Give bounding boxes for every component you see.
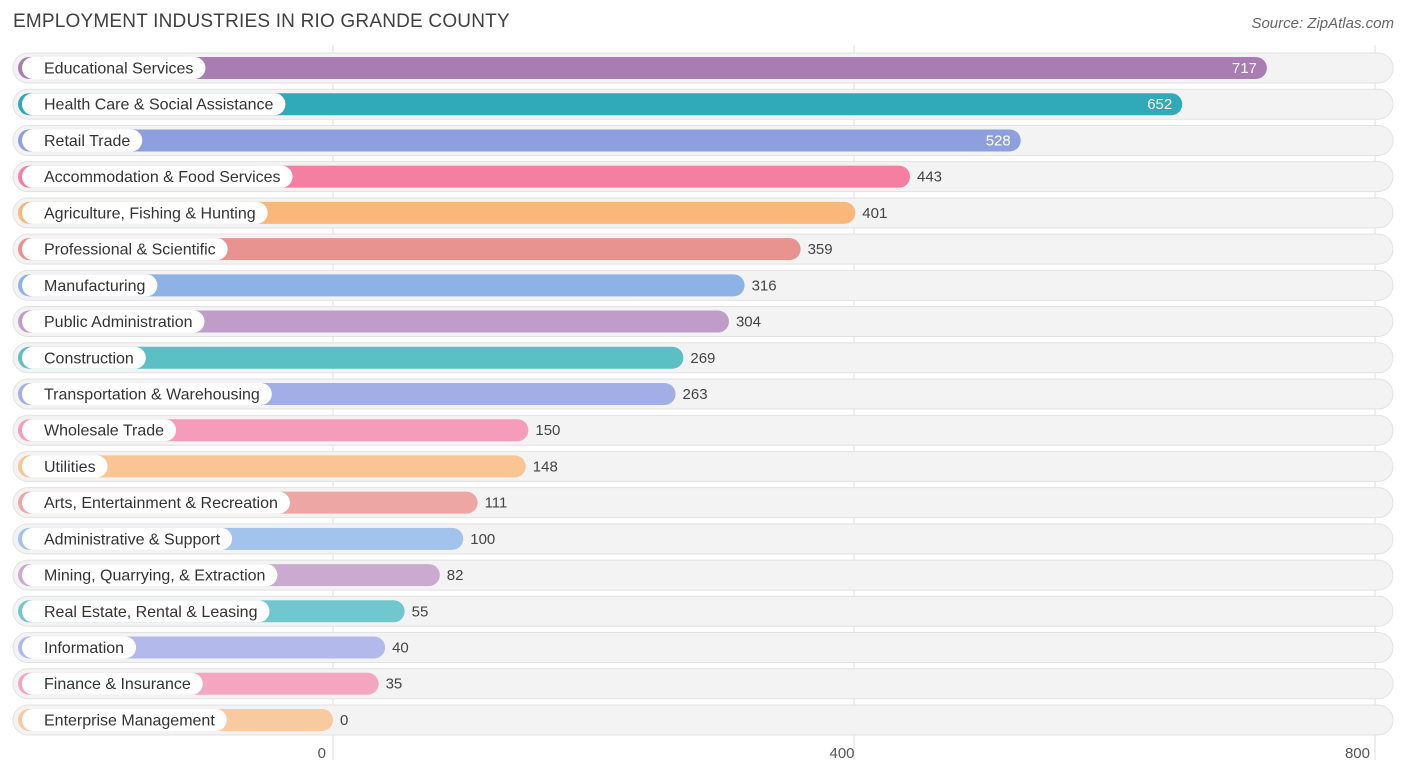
category-label: Accommodation & Food Services <box>44 169 281 186</box>
bar <box>18 129 1021 152</box>
chart-title: EMPLOYMENT INDUSTRIES IN RIO GRANDE COUN… <box>13 11 510 32</box>
value-label: 148 <box>533 458 558 475</box>
category-label-pill <box>22 455 108 478</box>
bar-track <box>12 704 1394 736</box>
category-label-pill <box>22 419 177 442</box>
category-label-pill <box>22 346 146 369</box>
value-label: 652 <box>1147 96 1172 113</box>
value-label: 40 <box>392 640 409 657</box>
value-label: 269 <box>690 350 715 367</box>
category-label: Professional & Scientific <box>44 242 216 259</box>
value-label: 35 <box>386 676 403 693</box>
category-label-pill <box>22 129 143 152</box>
bar <box>18 93 1183 116</box>
value-label: 55 <box>412 603 429 620</box>
bar <box>18 274 745 297</box>
x-tick-label: 0 <box>318 745 326 762</box>
category-label: Finance & Insurance <box>44 676 191 693</box>
bar <box>18 455 526 478</box>
category-label: Arts, Entertainment & Recreation <box>44 495 278 512</box>
value-label: 359 <box>808 241 833 258</box>
category-label: Real Estate, Rental & Leasing <box>44 604 257 621</box>
category-label-pill <box>22 57 206 79</box>
value-label: 304 <box>736 314 761 331</box>
category-label-pill <box>22 201 268 224</box>
category-label-pill <box>22 274 158 297</box>
category-label: Retail Trade <box>44 133 130 150</box>
value-label: 111 <box>485 495 508 512</box>
x-tick-label: 800 <box>1345 745 1370 762</box>
category-label: Enterprise Management <box>44 712 215 729</box>
value-label: 528 <box>986 132 1011 149</box>
category-label: Health Care & Social Assistance <box>44 97 274 114</box>
category-label: Wholesale Trade <box>44 423 164 440</box>
value-label: 401 <box>862 205 887 222</box>
category-label-pill <box>22 564 278 587</box>
value-label: 150 <box>535 422 560 439</box>
category-label: Agriculture, Fishing & Hunting <box>44 205 256 222</box>
bar <box>18 57 1267 79</box>
category-label-pill <box>22 491 290 514</box>
category-label-pill <box>22 238 228 261</box>
category-label-pill <box>22 382 272 405</box>
category-label: Transportation & Warehousing <box>44 386 260 403</box>
category-label: Administrative & Support <box>44 531 221 548</box>
value-label: 443 <box>917 169 942 186</box>
x-tick-label: 400 <box>829 745 854 762</box>
bar <box>18 346 684 369</box>
category-label-pill <box>22 165 293 188</box>
category-label: Construction <box>44 350 134 367</box>
category-label: Public Administration <box>44 314 193 331</box>
category-label-pill <box>22 310 205 333</box>
value-label: 316 <box>752 277 777 294</box>
category-label: Utilities <box>44 459 96 476</box>
category-label-pill <box>22 93 286 116</box>
value-label: 263 <box>683 386 708 403</box>
category-label: Manufacturing <box>44 278 145 295</box>
category-label: Information <box>44 640 124 657</box>
category-label-pill <box>22 527 233 550</box>
value-label: 717 <box>1232 60 1257 77</box>
category-label-pill <box>22 672 203 695</box>
value-label: 82 <box>447 567 464 584</box>
category-label-pill <box>22 708 227 731</box>
source-credit: Source: ZipAtlas.com <box>1251 15 1394 32</box>
category-label: Mining, Quarrying, & Extraction <box>44 568 265 585</box>
value-label: 100 <box>470 531 495 548</box>
category-label-pill <box>22 600 270 623</box>
value-label: 0 <box>340 712 348 729</box>
category-label: Educational Services <box>44 61 193 78</box>
category-label-pill <box>22 636 137 659</box>
